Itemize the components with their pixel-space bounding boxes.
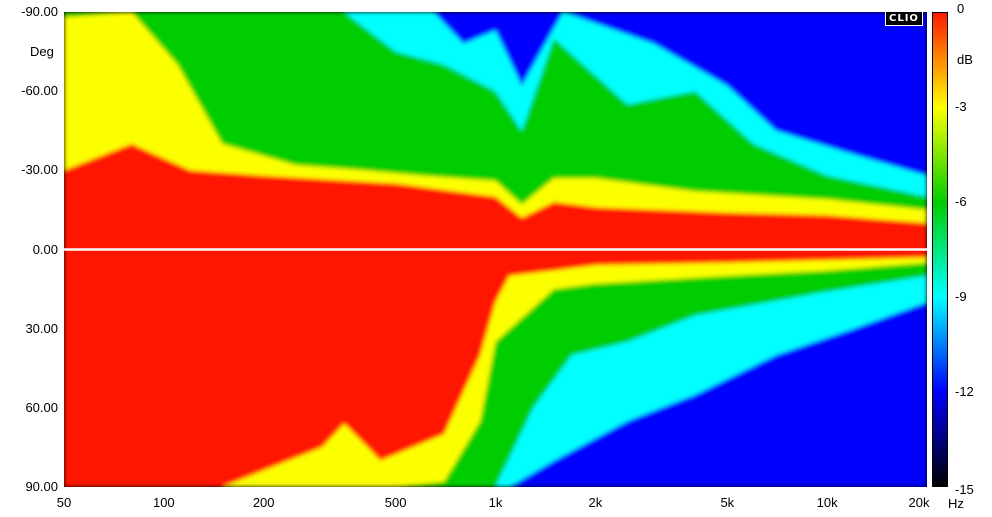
y-axis-label: Deg: [30, 44, 54, 59]
y-tick-label: 90.00: [25, 479, 58, 494]
y-tick-label: 30.00: [25, 320, 58, 336]
y-tick-label: 0.00: [32, 241, 58, 257]
colorbar-tick-label: -12: [955, 384, 974, 399]
x-tick-label: 20k: [908, 495, 930, 510]
x-tick-label: 10k: [816, 495, 838, 510]
y-tick-label: -60.00: [21, 83, 58, 99]
colorbar-tick-label: -15: [955, 482, 974, 497]
contour-negative-12db: [64, 12, 927, 176]
contour-positive-12db: [64, 302, 927, 487]
x-tick-label: 100: [152, 495, 175, 510]
plot-area: [64, 12, 927, 487]
colorbar-tick-label: -9: [955, 289, 967, 304]
x-tick-label: 5k: [720, 495, 735, 510]
directivity-heatmap: [64, 12, 927, 487]
x-tick-label: 200: [252, 495, 275, 510]
x-tick-label: 2k: [588, 495, 603, 510]
colorbar-tick-label: -6: [955, 194, 967, 209]
x-axis-unit: Hz: [948, 496, 964, 511]
colorbar-tick-label: -3: [955, 99, 967, 114]
clio-logo: CLIO: [885, 11, 923, 26]
y-tick-label: -30.00: [21, 162, 58, 178]
y-tick-label: 60.00: [25, 399, 58, 415]
y-tick-label: -90.00: [21, 4, 58, 19]
colorbar-tick-label: 0: [957, 1, 965, 16]
x-tick-label: 50: [56, 495, 72, 510]
x-tick-label: 500: [384, 495, 407, 510]
colorbar-label: dB: [957, 52, 973, 67]
colorbar: [932, 12, 948, 487]
x-tick-label: 1k: [488, 495, 503, 510]
